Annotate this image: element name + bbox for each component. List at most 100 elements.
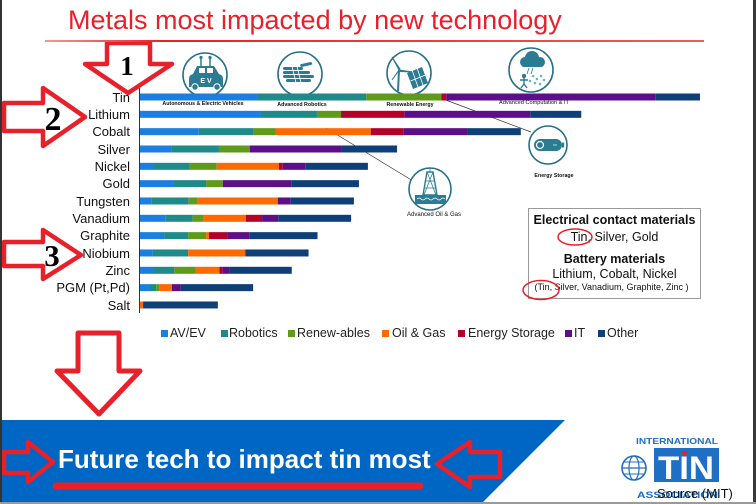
legend-label: Renew-ables <box>297 326 370 340</box>
legend-label: AV/EV <box>170 326 206 340</box>
callout-arrow-3: 3 <box>1 227 84 282</box>
legend-label: Energy Storage <box>468 326 555 340</box>
bar-segment-nickel-other <box>305 162 368 170</box>
bar-segment-graphite-oil-gas <box>206 232 209 240</box>
bar-segment-pgm-pt-pd-it <box>171 284 181 292</box>
bar-segment-vanadium-renew-ables <box>192 214 204 222</box>
category-label: Gold <box>102 176 130 192</box>
bar-segment-tin-av-ev <box>140 93 258 101</box>
ita-logo: INTERNATIONAL TIN ASSOCIATION <box>621 436 719 501</box>
bar-segment-pgm-pt-pd-renew-ables <box>156 284 160 292</box>
bar-segment-graphite-it <box>227 232 250 240</box>
category-label: Lithium <box>88 106 130 122</box>
bar-segment-cobalt-robotics <box>198 128 254 136</box>
bar-segment-gold-av-ev <box>140 180 174 188</box>
legend-label: IT <box>574 326 586 340</box>
bar-segment-lithium-renew-ables <box>316 110 342 118</box>
bar-segment-silver-robotics <box>171 145 219 153</box>
connector-oil-gas <box>325 127 414 182</box>
callout-arrow-1: 1 <box>82 40 175 96</box>
cloud-computing-icon <box>508 47 554 93</box>
bar-segment-gold-renew-ables <box>206 180 223 188</box>
bar-segment-silver-it <box>249 145 342 153</box>
info-heading-electrical: Electrical contact materials <box>533 213 696 227</box>
bar-segment-gold-other <box>291 180 359 188</box>
bar-segment-graphite-energy-storage <box>208 232 228 240</box>
category-label: Nickel <box>94 158 130 174</box>
legend-swatch-oil-gas <box>382 330 389 337</box>
category-label: Tungsten <box>76 193 130 209</box>
bar-segment-zinc-it <box>222 266 230 274</box>
category-label: PGM (Pt,Pd) <box>56 280 130 296</box>
source-note: Source (MIT) <box>657 486 733 501</box>
legend-label: Oil & Gas <box>392 326 446 340</box>
bar-segment-tungsten-av-ev <box>140 197 152 205</box>
banner-arrow-left-icon <box>434 439 503 490</box>
logo-bottom-text: ASSOCIATION <box>637 490 718 501</box>
big-down-arrow-icon <box>54 330 143 417</box>
category-label: Graphite <box>80 228 130 244</box>
technology-label: Autonomous & Electric Vehicles <box>162 101 244 107</box>
legend-swatch-it <box>565 330 572 337</box>
robotic-hand-icon <box>277 51 323 97</box>
bar-segment-nickel-energy-storage <box>278 162 283 170</box>
bar-segment-zinc-robotics <box>154 266 175 274</box>
bar-segment-gold-robotics <box>173 180 207 188</box>
callout-number-1: 1 <box>120 51 134 81</box>
bar-segment-tin-energy-storage <box>441 93 447 101</box>
banner-arrow-right-icon <box>1 439 56 485</box>
down-arrow-icon <box>82 40 175 96</box>
callout-arrow-2: 2 <box>1 85 88 149</box>
legend-label: Other <box>607 326 639 340</box>
bar-segment-silver-av-ev <box>140 145 172 153</box>
bar-segment-tin-robotics <box>257 93 367 101</box>
bar-segment-graphite-renew-ables <box>188 232 207 240</box>
bar-segment-tungsten-robotics <box>151 197 189 205</box>
info-heading-battery: Battery materials <box>563 252 666 266</box>
legend-swatch-robotics <box>221 330 228 337</box>
bar-segment-zinc-oil-gas <box>195 266 220 274</box>
bar-segment-gold-it <box>222 180 292 188</box>
callout-number-3: 3 <box>44 238 60 273</box>
legend-swatch-other <box>598 330 605 337</box>
bar-segment-vanadium-energy-storage <box>245 214 263 222</box>
technology-label: Energy Storage <box>534 173 574 179</box>
bar-segment-cobalt-renew-ables <box>253 128 276 136</box>
bar-segment-pgm-pt-pd-av-ev <box>140 284 149 292</box>
bar-segment-salt-energy-storage <box>142 301 144 309</box>
bar-segment-niobium-av-ev <box>140 249 153 257</box>
bar-segment-pgm-pt-pd-other <box>180 284 254 292</box>
callout-number-2: 2 <box>45 101 62 138</box>
bar-segment-tungsten-oil-gas <box>197 197 278 205</box>
bar-segment-graphite-robotics <box>164 232 189 240</box>
bar-segment-zinc-other <box>229 266 292 274</box>
bar-segment-cobalt-energy-storage <box>370 128 404 136</box>
info-line-battery: Lithium, Cobalt, Nickel <box>552 267 677 281</box>
bar-segment-niobium-other <box>245 249 309 257</box>
legend-swatch-renewables <box>288 330 295 337</box>
bar-segment-cobalt-it <box>403 128 468 136</box>
bar-segment-graphite-other <box>249 232 318 240</box>
bar-segment-silver-other <box>341 145 398 153</box>
bar-segment-silver-renew-ables <box>218 145 250 153</box>
legend-swatch-av-ev <box>161 330 168 337</box>
bar-segment-nickel-oil-gas <box>216 162 279 170</box>
right-arrow-icon <box>1 85 88 149</box>
info-line-electrical: Tin, Silver, Gold <box>570 230 659 244</box>
legend-label: Robotics <box>229 326 278 340</box>
category-label: Vanadium <box>72 210 130 226</box>
bar-segment-salt-other <box>143 301 218 309</box>
window-border-left <box>0 0 2 504</box>
bar-segment-lithium-energy-storage <box>341 110 405 118</box>
bar-segment-tin-other <box>655 93 700 101</box>
bar-segment-cobalt-oil-gas <box>275 128 371 136</box>
bar-segment-nickel-renew-ables <box>189 162 217 170</box>
info-line-battery-secondary: (Tin, Silver, Vanadium, Graphite, Zinc ) <box>534 282 689 292</box>
battery-icon <box>528 125 568 165</box>
bar-segment-zinc-renew-ables <box>174 266 196 274</box>
bar-segment-tungsten-renew-ables <box>188 197 198 205</box>
bar-segment-lithium-other <box>530 110 582 118</box>
bar-segment-vanadium-oil-gas <box>203 214 246 222</box>
